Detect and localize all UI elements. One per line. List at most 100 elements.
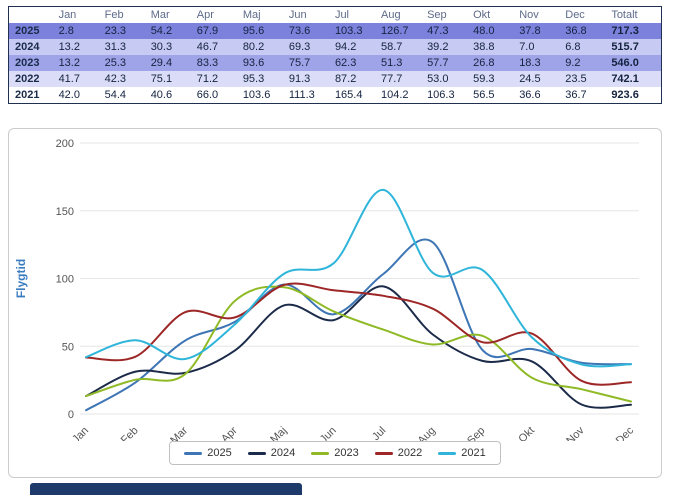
legend-label: 2021	[461, 447, 486, 459]
cell: 111.3	[288, 89, 315, 101]
cell: 31.3	[104, 41, 127, 53]
legend-swatch-icon	[438, 451, 457, 455]
cell: 38.8	[473, 41, 495, 53]
row-year: 2025	[15, 25, 40, 37]
x-tick-label: Aug	[416, 425, 438, 441]
cell: 46.7	[196, 41, 219, 53]
column-header: Mar	[144, 6, 191, 23]
cell: 95.6	[242, 25, 265, 37]
y-tick-label: 200	[56, 138, 74, 150]
chart-panel: 0 50 100 150 200 Jan Feb Mar Apr Maj Jun Jul Aug Sep O…	[8, 128, 662, 478]
column-header-year	[8, 6, 53, 23]
row-year: 2021	[15, 89, 40, 101]
x-tick-label: Maj	[268, 425, 289, 441]
cell: 48.0	[473, 25, 495, 37]
x-tick-label: Dec	[614, 424, 637, 441]
legend-label: 2024	[270, 447, 296, 459]
cell: 95.3	[242, 73, 265, 85]
table-row[interactable]: 2025 2.8 23.3 54.2 67.9 95.6 73.6 103.3 126.7 47.…	[8, 23, 662, 39]
cell: 9.2	[565, 57, 581, 69]
cell: 165.4	[334, 89, 363, 101]
cell: 57.7	[427, 57, 449, 69]
column-header: Totalt	[605, 6, 662, 23]
cell: 7.0	[519, 41, 535, 53]
cell: 47.3	[427, 25, 449, 37]
cell: 39.2	[427, 41, 449, 53]
table-row[interactable]: 2023 13.2 25.3 29.4 83.3 93.6 75.7 62.3 51.3 57.7…	[8, 55, 662, 71]
cell: 56.5	[473, 89, 495, 101]
cell: 66.0	[196, 89, 219, 101]
y-tick-label: 50	[62, 341, 74, 353]
cell: 53.0	[427, 73, 449, 85]
cell: 104.2	[381, 89, 409, 101]
column-header: Nov	[513, 6, 560, 23]
table-row[interactable]: 2024 13.2 31.3 30.3 46.7 80.2 69.3 94.2 58.7 39.2…	[8, 39, 662, 55]
cell: 36.6	[519, 89, 541, 101]
cell: 103.3	[334, 25, 363, 37]
flight-hours-table: Jan Feb Mar Apr Maj Jun Jul Aug Sep Okt Nov Dec Tota…	[8, 6, 662, 104]
row-year: 2024	[15, 41, 40, 53]
cell: 23.3	[104, 25, 127, 37]
legend-item-2024[interactable]: 2024	[247, 447, 296, 459]
cell: 41.7	[58, 73, 80, 85]
cell: 13.2	[58, 41, 80, 53]
x-tick-label: Jan	[70, 425, 91, 441]
row-year: 2022	[15, 73, 40, 85]
cell: 42.3	[104, 73, 127, 85]
cell: 59.3	[473, 73, 495, 85]
flight-time-chart: 0 50 100 150 200 Jan Feb Mar Apr Maj Jun Jul Aug Sep O…	[14, 138, 639, 441]
cell: 25.3	[104, 57, 127, 69]
column-header: Dec	[559, 6, 606, 23]
legend-item-2021[interactable]: 2021	[438, 447, 486, 459]
x-tick-label: Jun	[318, 425, 339, 441]
cell: 106.3	[427, 89, 455, 101]
cell: 93.6	[242, 57, 265, 69]
cell: 51.3	[381, 57, 403, 69]
column-header: Aug	[375, 6, 422, 23]
legend-item-2023[interactable]: 2023	[311, 447, 359, 459]
legend-label: 2022	[397, 447, 423, 459]
column-header: Okt	[467, 6, 514, 23]
legend-item-2025[interactable]: 2025	[184, 447, 232, 459]
column-header: Feb	[98, 6, 145, 23]
legend-swatch-icon	[374, 451, 393, 455]
column-header: Maj	[236, 6, 283, 23]
footer-bar	[30, 483, 302, 495]
y-tick-label: 100	[56, 274, 74, 286]
column-header: Jun	[282, 6, 329, 23]
cell: 75.1	[150, 73, 173, 85]
cell: 30.3	[150, 41, 173, 53]
legend-label: 2025	[207, 447, 232, 459]
cell: 24.5	[519, 73, 541, 85]
table-header-row: Jan Feb Mar Apr Maj Jun Jul Aug Sep Okt Nov Dec Tota…	[8, 6, 662, 23]
row-total: 515.7	[611, 41, 639, 53]
cell: 2.8	[58, 25, 74, 37]
series-2025-line	[85, 238, 632, 412]
column-header: Apr	[190, 6, 237, 23]
cell: 87.2	[334, 73, 357, 85]
row-total: 923.6	[611, 89, 639, 101]
cell: 23.5	[565, 73, 587, 85]
legend-swatch-icon	[311, 451, 330, 455]
row-year: 2023	[15, 57, 40, 69]
x-tick-label: Jul	[370, 425, 388, 441]
cell: 58.7	[381, 41, 403, 53]
table-row[interactable]: 2021 42.0 54.4 40.6 66.0 103.6 111.3 165.4 104.2…	[8, 87, 662, 104]
cell: 18.3	[519, 57, 541, 69]
x-tick-label: Sep	[465, 425, 487, 441]
cell: 42.0	[58, 89, 80, 101]
cell: 13.2	[58, 57, 80, 69]
y-tick-label: 0	[68, 409, 74, 421]
cell: 73.6	[288, 25, 311, 37]
chart-legend: 2025 2024 2023 2022 2021	[169, 441, 501, 465]
cell: 40.6	[150, 89, 173, 101]
x-tick-label: Okt	[516, 425, 537, 441]
column-header: Jul	[328, 6, 375, 23]
legend-item-2022[interactable]: 2022	[374, 447, 423, 459]
row-total: 742.1	[611, 73, 639, 85]
cell: 71.2	[196, 73, 219, 85]
series-2021-line	[85, 188, 632, 368]
table-row[interactable]: 2022 41.7 42.3 75.1 71.2 95.3 91.3 87.2 77.7 53.0…	[8, 71, 662, 87]
table-header: Jan Feb Mar Apr Maj Jun Jul Aug Sep Okt Nov Dec Tota…	[8, 6, 662, 23]
